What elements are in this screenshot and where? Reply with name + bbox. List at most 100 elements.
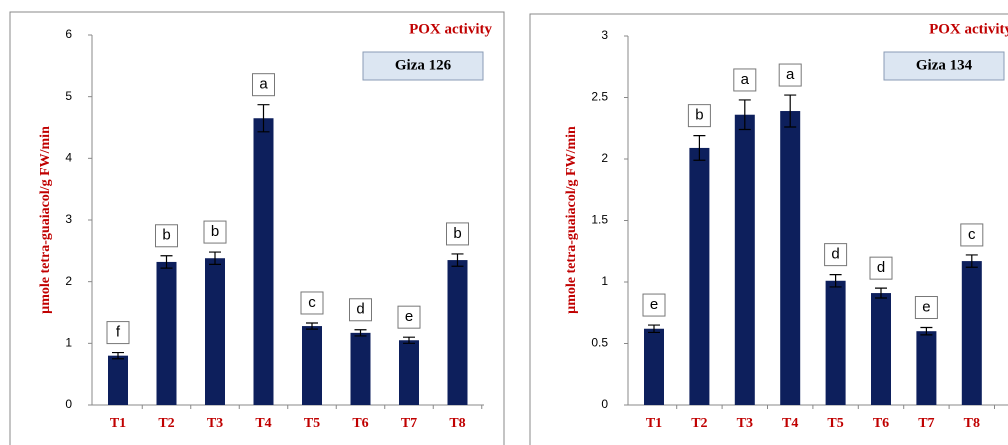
bar <box>644 328 664 405</box>
annotation: d <box>877 259 885 276</box>
bar <box>399 340 419 405</box>
y-tick-label: 1 <box>601 274 608 288</box>
y-tick-label: 1 <box>65 336 72 350</box>
bar <box>689 147 710 405</box>
y-tick-label: 6 <box>65 27 72 41</box>
bar <box>871 293 891 405</box>
x-tick-label: T1 <box>646 416 662 431</box>
error-bar <box>257 104 270 133</box>
annotation: c <box>308 294 316 311</box>
error-bar <box>648 324 660 334</box>
x-tick-label: T5 <box>304 416 320 431</box>
annotation-box <box>960 223 984 247</box>
error-bar <box>784 94 797 128</box>
annotation: d <box>831 246 839 263</box>
y-tick-label: 3 <box>65 212 72 226</box>
annotation: e <box>650 296 658 313</box>
y-tick-label: 5 <box>65 89 72 103</box>
annotation: b <box>695 107 703 124</box>
y-tick-label: 1.5 <box>591 213 608 227</box>
x-tick-label: T8 <box>449 416 465 431</box>
annotation-box <box>642 293 666 317</box>
y-tick-label: 2 <box>601 151 608 165</box>
y-tick-label: 4 <box>65 151 72 165</box>
annotation: b <box>453 225 461 242</box>
y-tick-label: 2.5 <box>591 90 608 104</box>
annotation-box <box>203 220 227 244</box>
annotation: f <box>116 324 121 341</box>
annotation: b <box>162 227 170 244</box>
bar <box>961 261 982 405</box>
y-axis-label: µmole tetra-guaiacol/g FW/min <box>564 126 579 314</box>
annotation-box <box>914 296 938 320</box>
annotation-box <box>446 222 469 246</box>
x-tick-label: T2 <box>691 416 707 431</box>
annotation-box <box>869 256 893 280</box>
error-bar <box>875 287 887 299</box>
y-tick-label: 0 <box>65 397 72 411</box>
y-tick-label: 0 <box>601 397 608 411</box>
bar <box>108 355 128 405</box>
bar <box>302 326 322 405</box>
error-bar <box>306 322 318 330</box>
annotation-box <box>397 305 421 329</box>
annotation: b <box>211 223 219 240</box>
annotation-box <box>733 68 757 92</box>
bar <box>916 331 937 405</box>
bar <box>350 332 371 405</box>
panel-border <box>529 13 1008 445</box>
annotation-box <box>778 63 802 87</box>
y-tick-label: 0.5 <box>591 336 608 350</box>
error-bar <box>112 351 124 360</box>
panel-border <box>9 11 505 445</box>
bar <box>156 261 177 405</box>
annotation: a <box>259 76 268 93</box>
annotation-box <box>155 224 178 248</box>
subtitle: Giza 126 <box>395 57 452 73</box>
x-tick-label: T2 <box>158 416 174 431</box>
error-bar <box>354 329 367 337</box>
error-bar <box>403 336 415 344</box>
title: POX activity <box>929 21 1008 37</box>
annotation-box <box>106 321 130 345</box>
bar <box>253 118 274 405</box>
error-bar <box>693 135 706 161</box>
annotation: d <box>356 301 364 318</box>
x-tick-label: T3 <box>737 416 753 431</box>
error-bar <box>965 254 978 268</box>
error-bar <box>829 274 842 288</box>
bar <box>780 111 801 405</box>
annotation: a <box>786 66 795 83</box>
error-bar <box>451 253 464 267</box>
x-tick-label: T6 <box>873 416 889 431</box>
subtitle-box <box>362 51 484 81</box>
bar <box>734 114 755 405</box>
bar <box>825 280 846 405</box>
annotation-box <box>824 243 848 267</box>
subtitle: Giza 134 <box>916 57 973 73</box>
annotation: e <box>922 298 930 315</box>
x-tick-label: T7 <box>401 416 417 431</box>
annotation-box <box>300 291 324 315</box>
x-tick-label: T4 <box>255 416 271 431</box>
error-bar <box>209 251 221 265</box>
error-bar <box>920 326 933 336</box>
title: POX activity <box>409 21 492 37</box>
annotation: a <box>741 71 750 88</box>
x-tick-label: T3 <box>207 416 223 431</box>
annotation: c <box>968 226 976 243</box>
annotation-box <box>252 73 275 97</box>
y-tick-label: 2 <box>65 274 72 288</box>
x-tick-label: T8 <box>964 416 980 431</box>
x-tick-label: T6 <box>352 416 368 431</box>
subtitle-box <box>883 51 1005 81</box>
error-bar <box>160 255 173 269</box>
x-tick-label: T4 <box>782 416 798 431</box>
annotation-box <box>349 298 372 322</box>
annotation-box <box>687 104 711 128</box>
x-tick-label: T7 <box>918 416 934 431</box>
x-tick-label: T5 <box>827 416 843 431</box>
y-axis-label: µmole tetra-guaiacol/g FW/min <box>38 126 53 314</box>
